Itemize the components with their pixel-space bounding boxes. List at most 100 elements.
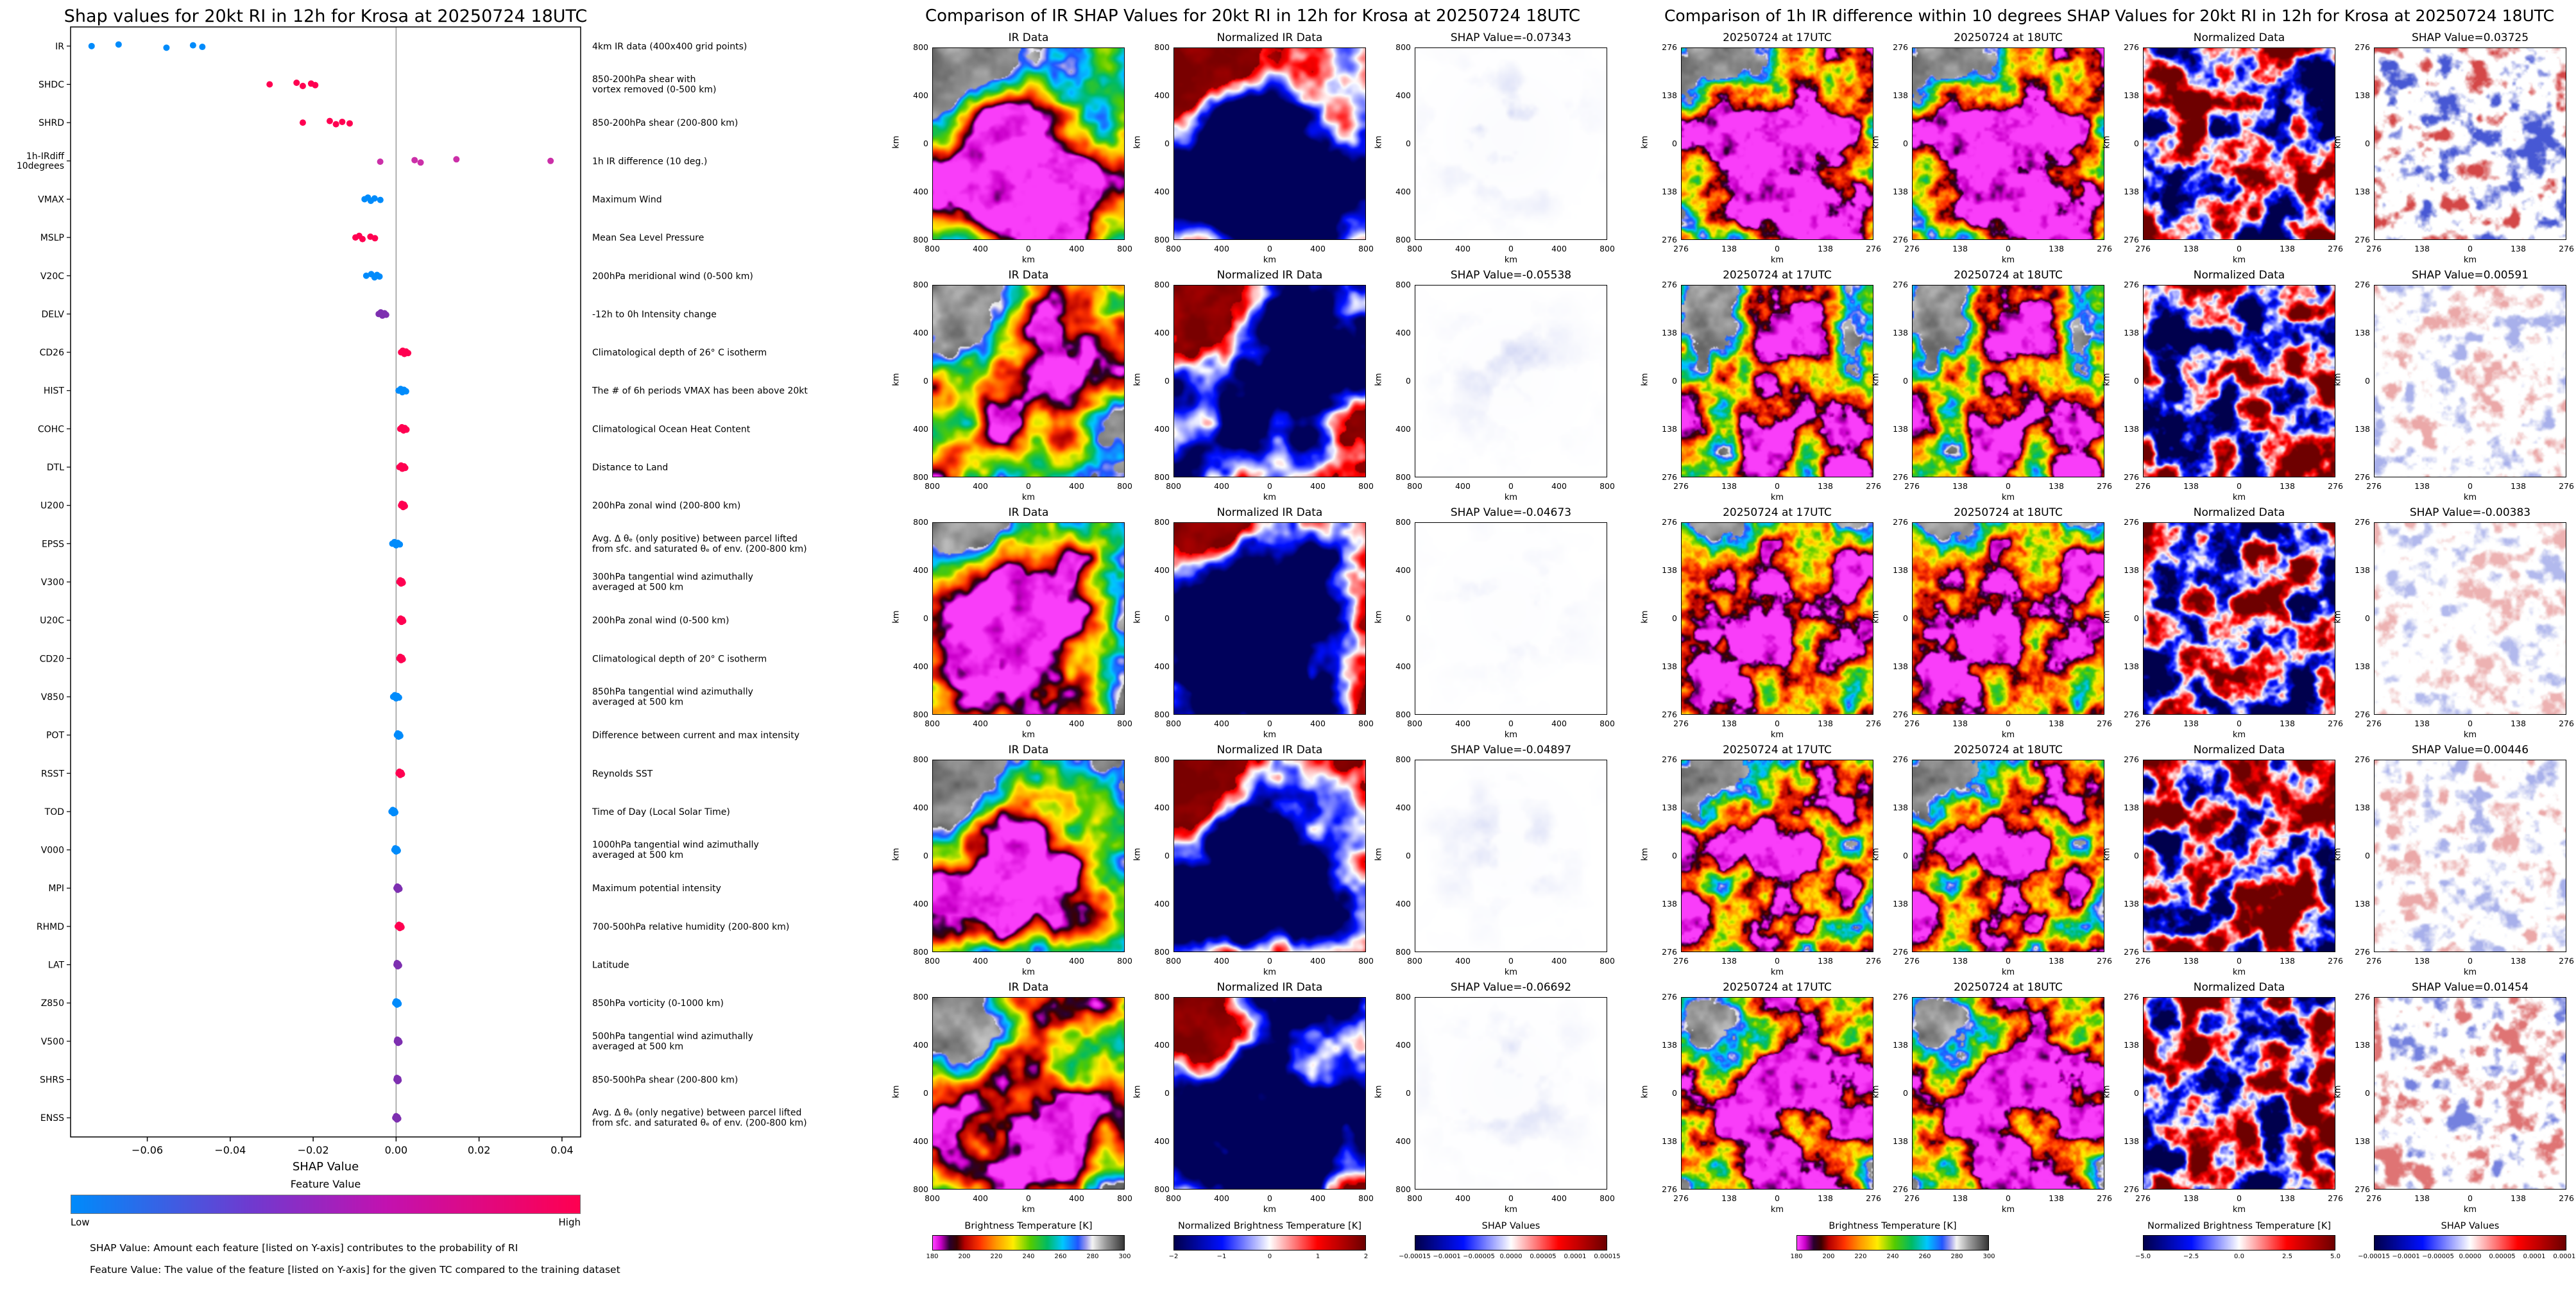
shap-dot [346,120,353,127]
x-axis-label: km [2232,968,2246,977]
y-tick-label: 138 [2355,328,2370,337]
feature-description: 200hPa meridional wind (0-500 km) [592,271,753,282]
y-tick-label: 138 [1893,565,1908,575]
x-tick-label: 0 [1026,244,1031,253]
y-tick-label: 400 [1395,424,1411,434]
y-tick-label: 400 [1395,1040,1411,1050]
normalized-diff-map-cell: Normalized Data km 276 138 0 138 276 276 138 0 138… [2103,980,2343,1218]
x-tick-label: 138 [1818,1193,1833,1203]
feature-description: The # of 6h periods VMAX has been above … [592,386,808,397]
y-tick-label: 276 [1662,710,1677,719]
irdiff-shap-map-canvas [2374,522,2566,715]
x-axis-label: km [2463,968,2477,977]
x-axis-label: km [1263,968,1277,977]
x-tick-label: 276 [2328,1193,2343,1203]
x-tick-label: 0 [2237,244,2242,253]
feature-name-label: V20C [40,271,64,282]
y-tick-label: 276 [1893,280,1908,289]
y-tick-label: 0 [1903,376,1908,386]
shap-dot [299,119,306,126]
y-tick-label: 400 [913,803,928,812]
x-tick-label: 276 [1673,1193,1689,1203]
x-tick-label: 800 [1599,719,1615,728]
map-title: Normalized Data [2193,31,2285,44]
feature-description: Latitude [592,960,629,971]
x-tick-label: 138 [1721,244,1737,253]
irdiff-shap-map-canvas [2374,760,2566,952]
x-tick-label: 138 [2511,244,2526,253]
x-axis-label: km [1504,493,1518,502]
y-tick-label: 276 [2124,280,2139,289]
shap-dot [326,117,333,124]
y-tick-label: 138 [2355,565,2370,575]
y-tick-label: 800 [1154,280,1170,289]
x-axis-label: km [1770,1205,1784,1215]
x-tick-label: 0 [1026,956,1031,966]
x-tick-label: 400 [1214,481,1229,491]
ir-shap-map-canvas [1415,760,1607,952]
shap-dot [417,159,424,166]
caption-shap-value: SHAP Value: Amount each feature [listed … [90,1242,518,1254]
y-tick-label: 800 [913,755,928,764]
x-tick-label: 400 [1551,481,1567,491]
x-axis-label: km [1770,493,1784,502]
map-title: IR Data [1008,269,1049,282]
feature-description: Distance to Land [592,463,668,473]
map-title: 20250724 at 18UTC [1954,31,2063,44]
colorbar-high-label: High [558,1216,581,1228]
normalized-ir-map-canvas [1173,760,1366,952]
shap-dot [266,81,273,88]
y-tick-label: 276 [1893,42,1908,52]
feature-description: Maximum Wind [592,194,662,205]
x-tick-label: 0 [2006,244,2011,253]
x-axis-label: km [2232,730,2246,740]
y-axis-label: km [1374,1085,1384,1098]
ir-18utc-map-cell: 20250724 at 18UTC km 276 138 0 138 276 276 138 0 1… [1872,980,2112,1218]
x-tick-label: 0 [2006,1193,2011,1203]
x-tick-label: 800 [1117,956,1132,966]
x-tick-label: 0 [2468,481,2473,491]
shap-dot [293,79,300,86]
y-tick-label: 800 [1154,517,1170,527]
feature-name-label: TOD [44,807,64,817]
x-tick-label: 800 [1117,244,1132,253]
feature-description: 850hPa tangential wind azimuthally averag… [592,687,753,707]
x-tick-label: 0 [2237,1193,2242,1203]
x-axis-label: km [2463,730,2477,740]
feature-description: 850-500hPa shear (200-800 km) [592,1075,738,1086]
y-tick-label: 276 [2355,992,2370,1002]
y-tick-label: 276 [1662,235,1677,244]
y-tick-label: 400 [1395,803,1411,812]
y-tick-label: 400 [913,1136,928,1146]
x-tick-label: 138 [1952,719,1968,728]
x-tick-label: −0.02 [298,1144,329,1156]
y-tick-label: 400 [1154,424,1170,434]
x-axis-label: km [2001,255,2015,265]
y-tick-label: 0 [923,376,928,386]
colorbar-tick-label: −0.0001 [1433,1253,1461,1260]
map-title: 20250724 at 18UTC [1954,269,2063,282]
x-tick-label: 138 [1952,956,1968,966]
y-tick-label: 138 [2124,803,2139,812]
colorbar-tick-label: 0.0001 [1564,1253,1587,1260]
y-axis-label: km [891,1085,901,1098]
y-tick-label: 800 [1395,517,1411,527]
colorbar-gradient [1415,1235,1607,1251]
beeswarm-title: Shap values for 20kt RI in 12h for Krosa… [64,6,588,26]
x-axis-label: km [1504,730,1518,740]
colorbar-tick-label: −0.00015 [2358,1253,2390,1260]
x-axis-label: km [1021,968,1036,977]
map-title: 20250724 at 18UTC [1954,744,2063,756]
x-tick-label: 276 [1673,481,1689,491]
x-tick-label: 0 [1267,481,1272,491]
y-tick-label: 800 [1395,710,1411,719]
shap-dot [359,235,366,243]
y-tick-label: 138 [1662,803,1677,812]
x-axis-label: km [1263,493,1277,502]
x-tick-label: 400 [973,1193,988,1203]
x-tick-label: 0 [1775,1193,1780,1203]
ir-data-map-canvas [932,997,1125,1190]
y-tick-label: 138 [2124,565,2139,575]
y-tick-label: 400 [1154,187,1170,196]
y-axis-label: km [2102,373,2112,386]
